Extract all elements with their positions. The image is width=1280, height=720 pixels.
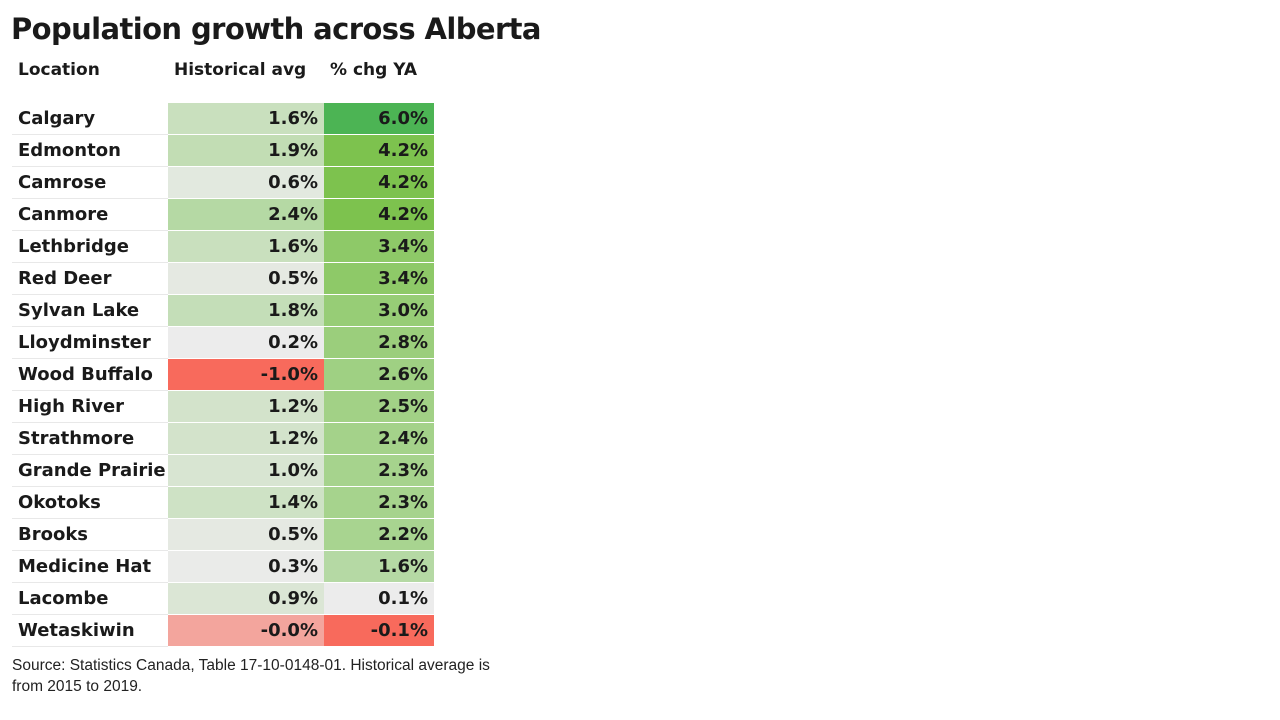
historical-avg-cell: 2.4% (168, 198, 324, 231)
pct-chg-cell: 2.3% (324, 486, 434, 519)
historical-avg-cell: 1.2% (168, 422, 324, 455)
pct-chg-cell: 2.5% (324, 390, 434, 423)
table-row: High River 1.2% 2.5% (12, 390, 434, 423)
pct-chg-cell: 4.2% (324, 134, 434, 167)
historical-avg-cell: 1.9% (168, 134, 324, 167)
table-row: Lloydminster 0.2% 2.8% (12, 326, 434, 359)
header-historical-avg: Historical avg (174, 60, 307, 80)
location-cell: Camrose (12, 166, 168, 199)
historical-avg-cell: 0.5% (168, 518, 324, 551)
table-row: Edmonton 1.9% 4.2% (12, 134, 434, 167)
location-cell: Lethbridge (12, 230, 168, 263)
location-cell: Sylvan Lake (12, 294, 168, 327)
population-table: Location Historical avg % chg YA Calgary… (12, 56, 434, 647)
table-row: Red Deer 0.5% 3.4% (12, 262, 434, 295)
table-row: Lacombe 0.9% 0.1% (12, 582, 434, 615)
historical-avg-cell: 1.0% (168, 454, 324, 487)
location-cell: Wood Buffalo (12, 358, 168, 391)
header-pct-chg-ya: % chg YA (330, 60, 418, 80)
pct-chg-cell: 6.0% (324, 102, 434, 135)
pct-chg-cell: 1.6% (324, 550, 434, 583)
historical-avg-cell: 0.9% (168, 582, 324, 615)
location-cell: Edmonton (12, 134, 168, 167)
historical-avg-cell: 1.6% (168, 230, 324, 263)
pct-chg-cell: 3.4% (324, 230, 434, 263)
historical-avg-cell: 1.8% (168, 294, 324, 327)
table-row: Wood Buffalo -1.0% 2.6% (12, 358, 434, 391)
location-cell: Lloydminster (12, 326, 168, 359)
pct-chg-cell: 2.6% (324, 358, 434, 391)
historical-avg-cell: 1.4% (168, 486, 324, 519)
table-row: Lethbridge 1.6% 3.4% (12, 230, 434, 263)
historical-avg-cell: 0.5% (168, 262, 324, 295)
location-cell: Okotoks (12, 486, 168, 519)
location-cell: Strathmore (12, 422, 168, 455)
pct-chg-cell: 2.8% (324, 326, 434, 359)
table-row: Okotoks 1.4% 2.3% (12, 486, 434, 519)
table-row: Wetaskiwin -0.0% -0.1% (12, 614, 434, 647)
pct-chg-cell: 2.4% (324, 422, 434, 455)
historical-avg-cell: -1.0% (168, 358, 324, 391)
pct-chg-cell: 3.4% (324, 262, 434, 295)
historical-avg-cell: 1.6% (168, 102, 324, 135)
table-row: Grande Prairie 1.0% 2.3% (12, 454, 434, 487)
table-row: Brooks 0.5% 2.2% (12, 518, 434, 551)
pct-chg-cell: 0.1% (324, 582, 434, 615)
historical-avg-cell: 0.6% (168, 166, 324, 199)
pct-chg-cell: 2.2% (324, 518, 434, 551)
location-cell: Medicine Hat (12, 550, 168, 583)
historical-avg-cell: 1.2% (168, 390, 324, 423)
location-cell: Calgary (12, 102, 168, 135)
table-row: Canmore 2.4% 4.2% (12, 198, 434, 231)
historical-avg-cell: 0.2% (168, 326, 324, 359)
pct-chg-cell: 3.0% (324, 294, 434, 327)
pct-chg-cell: 4.2% (324, 198, 434, 231)
pct-chg-cell: 2.3% (324, 454, 434, 487)
location-cell: Lacombe (12, 582, 168, 615)
table-row: Camrose 0.6% 4.2% (12, 166, 434, 199)
location-cell: Red Deer (12, 262, 168, 295)
source-note: Source: Statistics Canada, Table 17-10-0… (12, 657, 490, 695)
historical-avg-cell: 0.3% (168, 550, 324, 583)
table-row: Strathmore 1.2% 2.4% (12, 422, 434, 455)
chart-title: Population growth across Alberta (11, 12, 541, 46)
location-cell: Grande Prairie (12, 454, 168, 487)
location-cell: High River (12, 390, 168, 423)
header-location: Location (18, 60, 100, 80)
pct-chg-cell: -0.1% (324, 614, 434, 647)
table-row: Medicine Hat 0.3% 1.6% (12, 550, 434, 583)
location-cell: Canmore (12, 198, 168, 231)
table-row: Calgary 1.6% 6.0% (12, 102, 434, 135)
historical-avg-cell: -0.0% (168, 614, 324, 647)
location-cell: Wetaskiwin (12, 614, 168, 647)
pct-chg-cell: 4.2% (324, 166, 434, 199)
table-row: Sylvan Lake 1.8% 3.0% (12, 294, 434, 327)
location-cell: Brooks (12, 518, 168, 551)
